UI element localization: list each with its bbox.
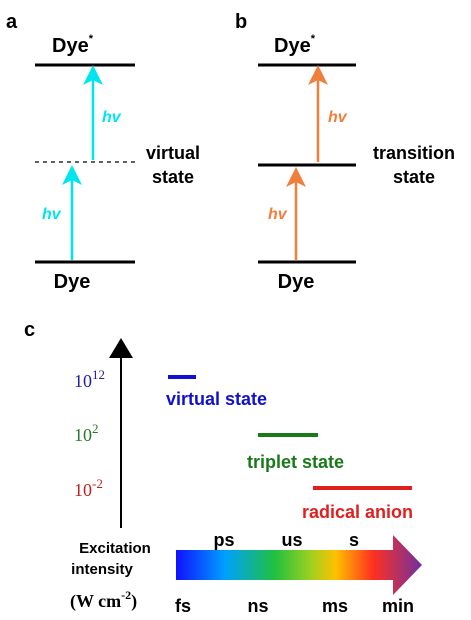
ground-label: Dye (278, 271, 315, 293)
time-label: fs (175, 596, 191, 616)
excited-label: Dye* (52, 33, 94, 57)
middle-label: transition (373, 143, 455, 163)
text: ) (131, 591, 137, 612)
superscript: -2 (121, 588, 131, 602)
unit-label: (W cm-2) (70, 588, 137, 612)
panel-label: b (235, 11, 247, 33)
time-label: ps (213, 530, 234, 550)
photon-label: hv (102, 109, 122, 126)
axis-title: intensity (71, 561, 133, 578)
text: 10 (74, 425, 92, 445)
time-arrow (176, 535, 422, 595)
intensity-label: 1012 (74, 367, 105, 391)
panel-label: a (6, 11, 18, 33)
time-label: us (281, 530, 302, 550)
intensity-label: 10-2 (74, 476, 103, 500)
ground-label: Dye (54, 271, 91, 293)
superscript: 12 (92, 367, 105, 382)
middle-label: state (152, 167, 194, 187)
time-label: ms (322, 596, 348, 616)
text: Dye (274, 35, 311, 57)
state-label: triplet state (247, 452, 344, 472)
photon-label: hv (268, 206, 288, 223)
superscript: -2 (92, 476, 103, 491)
intensity-label: 102 (74, 421, 99, 445)
text: 10 (74, 480, 92, 500)
time-label: s (349, 530, 359, 550)
state-label: radical anion (302, 502, 413, 522)
axis-title: Excitation (79, 540, 151, 557)
superscript: * (89, 33, 94, 45)
text: 10 (74, 371, 92, 391)
middle-label: virtual (146, 143, 200, 163)
superscript: 2 (92, 421, 99, 436)
middle-label: state (393, 167, 435, 187)
time-label: min (382, 596, 414, 616)
photon-label: hv (42, 206, 62, 223)
excited-label: Dye* (274, 33, 316, 57)
text: Dye (52, 35, 89, 57)
time-label: ns (247, 596, 268, 616)
photon-label: hv (328, 109, 348, 126)
text: (W cm (70, 591, 121, 612)
panel-label: c (24, 319, 35, 341)
state-label: virtual state (166, 389, 267, 409)
superscript: * (311, 33, 316, 45)
